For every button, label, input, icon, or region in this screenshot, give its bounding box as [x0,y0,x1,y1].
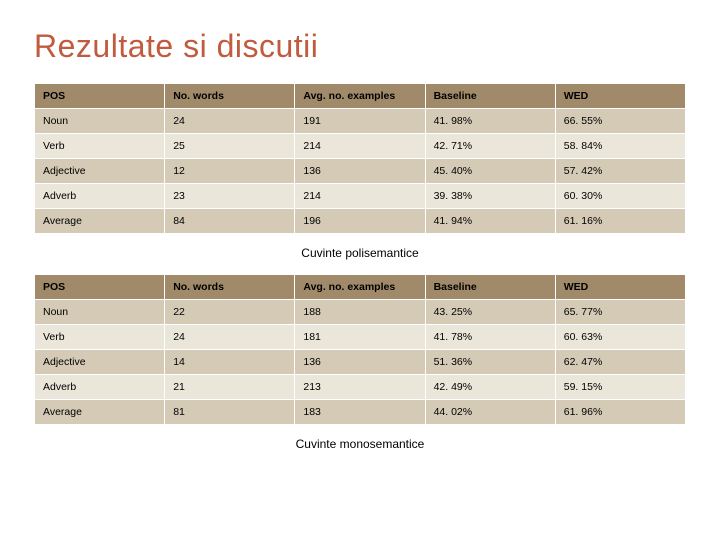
table-row: Noun 22 188 43. 25% 65. 77% [35,300,686,325]
col-wed: WED [555,275,685,300]
cell: 57. 42% [555,159,685,184]
cell: 61. 16% [555,209,685,234]
cell: 23 [165,184,295,209]
cell: 51. 36% [425,350,555,375]
col-no-words: No. words [165,275,295,300]
col-baseline: Baseline [425,275,555,300]
table-header-row: POS No. words Avg. no. examples Baseline… [35,84,686,109]
cell: 25 [165,134,295,159]
cell: 214 [295,134,425,159]
table-row: Adjective 14 136 51. 36% 62. 47% [35,350,686,375]
cell: 188 [295,300,425,325]
cell: Verb [35,325,165,350]
cell: 24 [165,109,295,134]
cell: 61. 96% [555,400,685,425]
table-header-row: POS No. words Avg. no. examples Baseline… [35,275,686,300]
table-row: Adjective 12 136 45. 40% 57. 42% [35,159,686,184]
cell: 21 [165,375,295,400]
cell: 213 [295,375,425,400]
cell: 24 [165,325,295,350]
cell: Noun [35,300,165,325]
cell: 43. 25% [425,300,555,325]
cell: Average [35,400,165,425]
table-monosemantic: POS No. words Avg. no. examples Baseline… [34,274,686,425]
col-pos: POS [35,84,165,109]
cell: 81 [165,400,295,425]
cell: 65. 77% [555,300,685,325]
cell: 60. 30% [555,184,685,209]
cell: 58. 84% [555,134,685,159]
cell: Adjective [35,159,165,184]
cell: 44. 02% [425,400,555,425]
cell: 14 [165,350,295,375]
table-row: Adverb 23 214 39. 38% 60. 30% [35,184,686,209]
cell: Adjective [35,350,165,375]
cell: 84 [165,209,295,234]
col-avg-examples: Avg. no. examples [295,84,425,109]
cell: Noun [35,109,165,134]
cell: Verb [35,134,165,159]
cell: 66. 55% [555,109,685,134]
col-pos: POS [35,275,165,300]
table-row: Average 81 183 44. 02% 61. 96% [35,400,686,425]
cell: 181 [295,325,425,350]
cell: 136 [295,350,425,375]
cell: 60. 63% [555,325,685,350]
cell: 183 [295,400,425,425]
cell: 62. 47% [555,350,685,375]
table-row: Average 84 196 41. 94% 61. 16% [35,209,686,234]
cell: 59. 15% [555,375,685,400]
table-row: Verb 24 181 41. 78% 60. 63% [35,325,686,350]
col-baseline: Baseline [425,84,555,109]
cell: 12 [165,159,295,184]
page-title: Rezultate si discutii [34,28,686,65]
cell: 214 [295,184,425,209]
cell: 22 [165,300,295,325]
cell: Adverb [35,184,165,209]
cell: 41. 94% [425,209,555,234]
table-row: Verb 25 214 42. 71% 58. 84% [35,134,686,159]
cell: 191 [295,109,425,134]
caption-monosemantic: Cuvinte monosemantice [34,437,686,451]
cell: 196 [295,209,425,234]
col-avg-examples: Avg. no. examples [295,275,425,300]
table-row: Noun 24 191 41. 98% 66. 55% [35,109,686,134]
table-polysemantic: POS No. words Avg. no. examples Baseline… [34,83,686,234]
cell: 41. 98% [425,109,555,134]
cell: 42. 71% [425,134,555,159]
caption-polysemantic: Cuvinte polisemantice [34,246,686,260]
cell: Adverb [35,375,165,400]
cell: 136 [295,159,425,184]
col-wed: WED [555,84,685,109]
cell: 45. 40% [425,159,555,184]
cell: 39. 38% [425,184,555,209]
cell: 41. 78% [425,325,555,350]
cell: 42. 49% [425,375,555,400]
cell: Average [35,209,165,234]
table-row: Adverb 21 213 42. 49% 59. 15% [35,375,686,400]
col-no-words: No. words [165,84,295,109]
